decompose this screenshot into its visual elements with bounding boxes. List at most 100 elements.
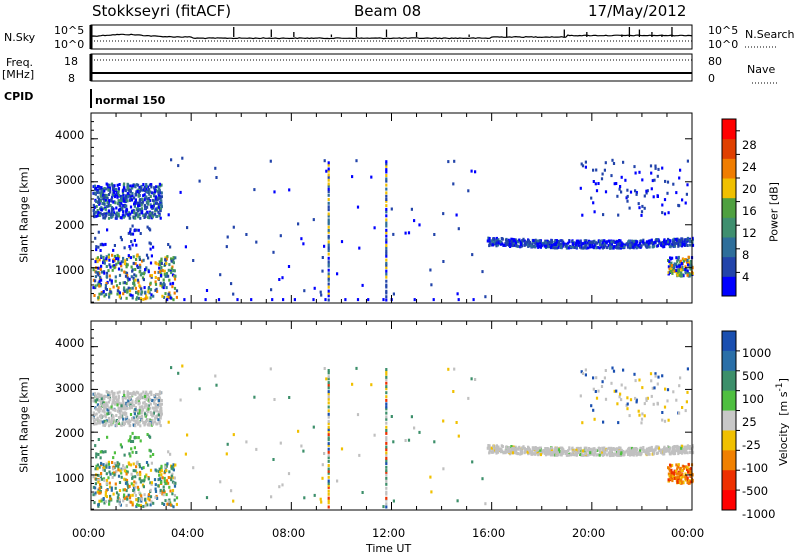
power-echo-cell [497, 241, 500, 245]
velocity-echo-cell [97, 473, 100, 477]
power-echo-cell [549, 245, 553, 249]
power-sparse-cell [269, 159, 272, 163]
velocity-echo-cell [92, 485, 95, 489]
velocity-echo-cell [510, 445, 513, 448]
velocity-echo-cell [147, 477, 150, 481]
power-echo-cell [532, 239, 535, 242]
power-streak-cell [327, 178, 330, 182]
power-echo-cell [565, 246, 568, 250]
velocity-sparse-cell [192, 466, 195, 470]
velocity-echo-cell [160, 473, 163, 477]
vel-cbar-tick-m500: -500 [742, 484, 769, 498]
power-echo-cell [514, 241, 517, 245]
velocity-streak-cell [385, 476, 388, 480]
power-echo-cell [137, 194, 140, 198]
velocity-echo-cell [672, 445, 675, 449]
velocity-echo-cell [97, 438, 100, 441]
power-sparse-cell [232, 225, 235, 229]
power-echo-cell [104, 207, 107, 211]
power-echo-cell [110, 281, 113, 285]
power-echo-cell [113, 191, 116, 195]
power-echo-cell [504, 238, 508, 242]
velocity-echo-cell [154, 490, 158, 493]
power-echo-cell [560, 245, 563, 249]
power-echo-cell [685, 192, 688, 196]
velocity-echo-cell [159, 410, 162, 414]
power-cbar-swatch [722, 178, 736, 199]
power-sparse-cell [245, 233, 248, 236]
power-sparse-cell [455, 213, 458, 217]
power-echo-cell [586, 241, 589, 245]
power-echo-cell [667, 242, 670, 246]
power-echo-cell [669, 256, 672, 260]
power-echo-cell [499, 240, 502, 244]
power-streak-cell [327, 289, 330, 293]
power-echo-cell [659, 241, 662, 245]
velocity-echo-cell [671, 451, 674, 455]
velocity-echo-cell [672, 475, 675, 479]
velocity-echo-cell [147, 423, 150, 426]
power-echo-cell [164, 292, 167, 296]
power-echo-cell [148, 183, 151, 187]
velocity-echo-cell [148, 406, 151, 410]
velocity-echo-cell [154, 406, 157, 410]
velocity-streak-cell [327, 447, 330, 451]
power-echo-cell [137, 290, 140, 293]
velocity-echo-cell [673, 476, 676, 480]
power-echo-cell [136, 266, 140, 269]
velocity-echo-cell [154, 495, 157, 499]
power-echo-cell [613, 182, 616, 186]
velocity-sparse-cell [205, 496, 209, 500]
velocity-echo-cell [131, 393, 134, 397]
velocity-echo-cell [663, 452, 666, 456]
power-echo-cell [100, 186, 103, 190]
power-echo-cell [147, 290, 150, 294]
power-echo-cell [684, 265, 687, 269]
velocity-echo-cell [122, 420, 125, 424]
power-echo-cell [688, 238, 691, 242]
velocity-echo-cell [135, 461, 138, 465]
cpid-value: normal 150 [95, 94, 166, 107]
velocity-echo-cell [125, 406, 128, 410]
velocity-echo-cell [156, 405, 159, 409]
power-echo-cell [680, 239, 683, 243]
velocity-echo-cell [137, 412, 140, 416]
velocity-streak-cell [385, 470, 388, 474]
velocity-echo-cell [150, 393, 153, 396]
vel-cbar-tick-25: 25 [742, 415, 757, 429]
velocity-sparse-cell [232, 433, 235, 437]
velocity-echo-cell [107, 400, 111, 404]
velocity-echo-cell [103, 394, 106, 398]
power-echo-cell [105, 255, 108, 259]
power-echo-cell [108, 263, 111, 267]
velocity-echo-cell [112, 467, 115, 471]
velocity-echo-cell [630, 450, 633, 454]
velocity-echo-cell [128, 397, 131, 401]
velocity-plot [90, 320, 695, 511]
velocity-echo-cell [514, 445, 517, 449]
power-echo-cell [142, 272, 145, 276]
power-echo-cell [104, 242, 107, 246]
power-sparse-cell [169, 245, 172, 249]
power-echo-cell [117, 261, 120, 265]
velocity-echo-cell [580, 370, 583, 374]
power-echo-cell [603, 239, 606, 243]
power-echo-cell [150, 293, 153, 297]
power-streak-cell [327, 285, 330, 289]
power-echo-cell [671, 244, 674, 248]
power-echo-cell [668, 261, 671, 265]
power-echo-cell [662, 243, 665, 247]
power-echo-cell [169, 296, 172, 300]
velocity-echo-cell [99, 402, 102, 406]
power-echo-cell [681, 274, 684, 278]
velocity-echo-cell [539, 448, 542, 452]
velocity-echo-cell [650, 394, 653, 398]
power-streak-cell [385, 179, 388, 183]
power-echo-cell [130, 232, 133, 236]
power-echo-cell [135, 212, 138, 215]
power-echo-cell [135, 258, 138, 261]
velocity-sparse-cell [184, 452, 187, 456]
velocity-sparse-cell [429, 475, 432, 479]
velocity-echo-cell [117, 416, 121, 420]
velocity-streak-cell [327, 429, 330, 433]
